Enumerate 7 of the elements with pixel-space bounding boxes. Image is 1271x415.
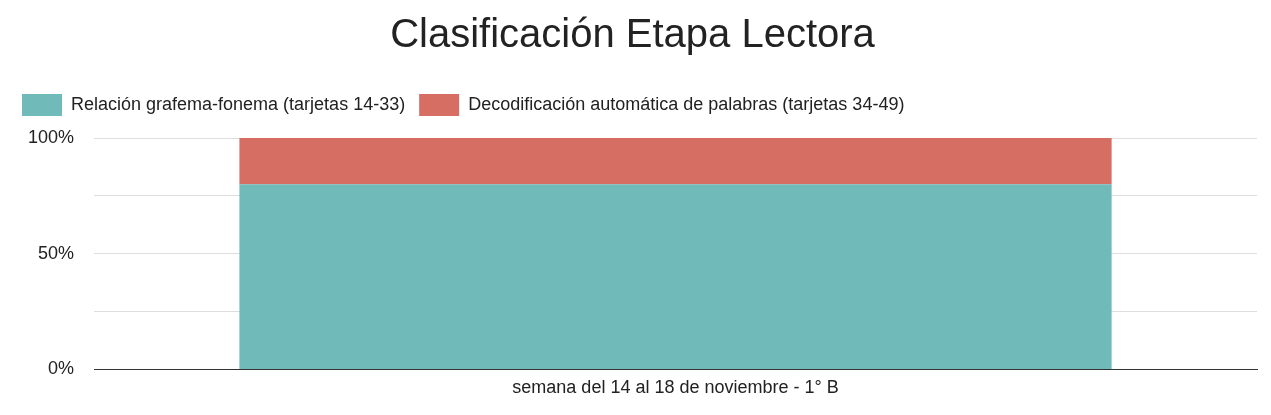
y-tick-label: 0% bbox=[48, 358, 75, 379]
y-tick-label: 50% bbox=[38, 242, 75, 263]
x-tick-label: semana del 14 al 18 de noviembre - 1° B bbox=[512, 377, 839, 398]
legend-label: Decodificación automática de palabras (tarjetas 34-49) bbox=[468, 93, 905, 114]
y-tick-label: 100% bbox=[27, 126, 75, 147]
chart-title: Clasificación Etapa Lectora bbox=[390, 11, 876, 56]
legend-label: Relación grafema-fonema (tarjetas 14-33) bbox=[71, 93, 406, 114]
